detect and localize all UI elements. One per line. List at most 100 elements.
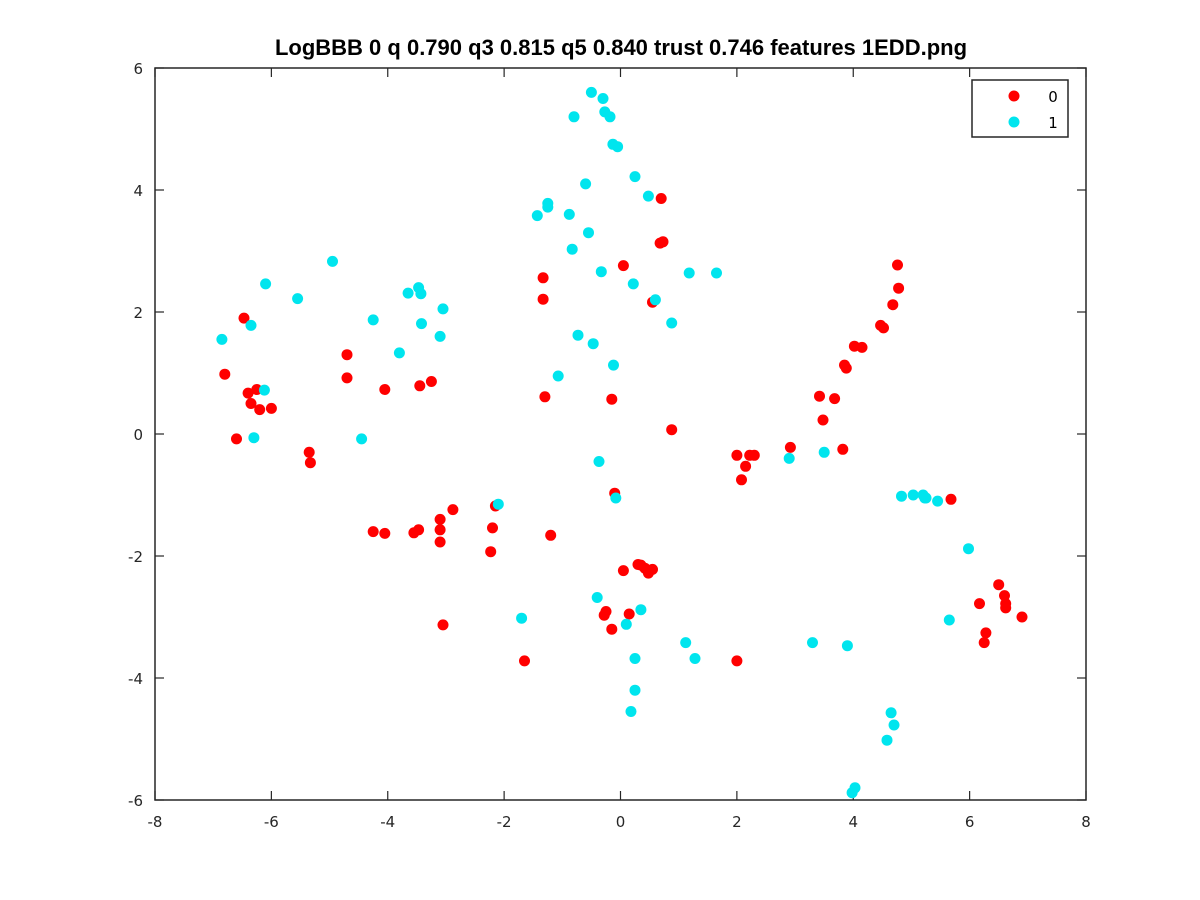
data-point: [943, 614, 955, 626]
data-point: [623, 608, 635, 620]
data-point: [683, 267, 695, 279]
data-point: [881, 734, 893, 746]
data-point: [552, 370, 564, 382]
data-points: [216, 86, 1028, 799]
legend-marker-0: [1008, 90, 1020, 102]
y-tick-label: 0: [133, 426, 143, 444]
data-point: [434, 330, 446, 342]
data-point: [492, 498, 504, 510]
series-0: [219, 193, 1028, 667]
data-point: [974, 598, 985, 610]
data-point: [566, 243, 578, 255]
data-point: [907, 489, 919, 501]
data-point: [593, 456, 605, 467]
chart-title: LogBBB 0 q 0.790 q3 0.815 q5 0.840 trust…: [275, 35, 967, 60]
data-point: [620, 618, 632, 630]
data-point: [572, 329, 584, 341]
data-point: [731, 449, 743, 461]
data-point: [416, 318, 427, 330]
data-point: [888, 719, 900, 731]
data-point: [608, 359, 619, 371]
data-point: [893, 282, 905, 294]
data-point: [885, 707, 897, 719]
data-point: [597, 93, 609, 104]
data-point: [367, 526, 379, 538]
x-tick-label: -6: [264, 813, 279, 831]
data-point: [434, 524, 446, 536]
data-point: [740, 460, 752, 472]
legend: 01: [971, 79, 1069, 138]
data-point: [711, 267, 722, 279]
data-point: [612, 141, 624, 153]
data-point: [254, 404, 266, 416]
data-point: [680, 637, 692, 649]
y-tick-label: 6: [133, 60, 143, 78]
data-point: [402, 287, 414, 299]
plot-area-frame: [154, 67, 1087, 801]
data-point: [829, 393, 841, 405]
data-point: [437, 303, 449, 315]
data-point: [434, 513, 446, 525]
data-point: [784, 441, 796, 453]
data-point: [887, 299, 899, 311]
data-point: [537, 293, 549, 305]
data-point: [304, 457, 316, 469]
data-point: [303, 446, 315, 458]
data-point: [327, 255, 338, 267]
data-point: [629, 684, 641, 696]
data-point: [635, 604, 647, 616]
x-tick-label: 0: [616, 813, 626, 831]
data-point: [563, 208, 575, 220]
data-point: [840, 362, 852, 374]
data-point: [1016, 611, 1028, 623]
data-point: [487, 522, 498, 534]
data-point: [485, 546, 497, 558]
x-tick-label: -4: [380, 813, 395, 831]
legend-label-0: 0: [1048, 88, 1058, 106]
data-point: [425, 376, 437, 387]
data-point: [341, 349, 353, 361]
data-point: [413, 524, 425, 536]
data-point: [689, 653, 701, 664]
data-point: [610, 492, 622, 504]
data-point: [856, 341, 868, 353]
y-tick-label: 4: [133, 182, 143, 200]
data-point: [519, 655, 530, 667]
data-point: [649, 294, 661, 306]
data-point: [367, 314, 379, 326]
data-point: [878, 322, 889, 334]
data-point: [817, 414, 829, 426]
data-point: [849, 782, 861, 794]
data-point: [655, 193, 667, 204]
legend-marker-1: [1008, 116, 1020, 128]
data-point: [434, 536, 446, 548]
data-point: [393, 347, 405, 359]
data-point: [258, 384, 270, 396]
data-point: [606, 623, 618, 635]
x-tick-label: -2: [497, 813, 512, 831]
data-point: [587, 338, 599, 350]
x-tick-label: 6: [965, 813, 975, 831]
data-point: [379, 527, 391, 539]
data-point: [920, 492, 932, 504]
data-point: [629, 171, 641, 183]
data-point: [260, 278, 272, 290]
data-point: [748, 449, 760, 461]
data-point: [666, 317, 678, 329]
data-point: [238, 312, 250, 324]
data-point: [993, 579, 1005, 591]
data-point: [585, 86, 597, 98]
data-point: [583, 227, 594, 239]
data-point: [736, 474, 747, 486]
data-point: [980, 627, 992, 639]
data-point: [231, 433, 242, 445]
data-point: [604, 111, 616, 123]
data-point: [617, 565, 629, 577]
y-tick-label: -6: [128, 792, 143, 810]
data-point: [629, 653, 641, 664]
data-point: [568, 111, 580, 123]
y-tick-label: -4: [128, 670, 143, 688]
data-point: [627, 278, 639, 290]
y-tick-label: 2: [133, 304, 143, 322]
